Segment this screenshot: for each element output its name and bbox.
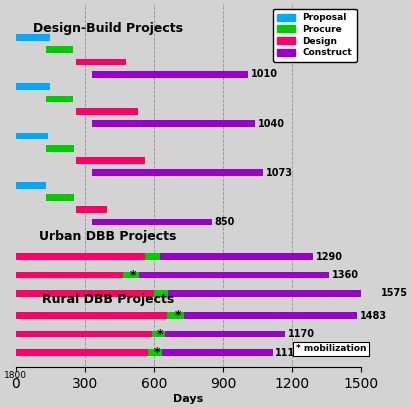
Text: 1073: 1073: [266, 168, 293, 178]
Bar: [154, 290, 168, 297]
Text: 1040: 1040: [258, 119, 285, 129]
Text: 1483: 1483: [360, 310, 387, 321]
Text: *: *: [175, 309, 181, 322]
Bar: [16, 34, 50, 41]
Bar: [160, 253, 313, 260]
Bar: [92, 219, 212, 226]
Bar: [168, 290, 379, 297]
Bar: [148, 349, 162, 356]
Bar: [16, 182, 46, 188]
Bar: [76, 59, 126, 65]
Bar: [123, 272, 139, 278]
Text: Design-Build Projects: Design-Build Projects: [33, 22, 183, 35]
Bar: [76, 157, 145, 164]
Bar: [46, 95, 73, 102]
Text: 850: 850: [214, 217, 235, 227]
Bar: [139, 272, 329, 278]
Bar: [46, 194, 74, 201]
Bar: [46, 47, 73, 53]
Bar: [16, 290, 160, 297]
Text: 1115: 1115: [275, 348, 302, 357]
Text: Urban DBB Projects: Urban DBB Projects: [39, 231, 177, 243]
Text: 1360: 1360: [332, 270, 359, 280]
Bar: [16, 272, 129, 278]
Text: 1170: 1170: [288, 329, 315, 339]
Text: *: *: [157, 328, 164, 341]
Text: 1010: 1010: [251, 69, 278, 79]
Bar: [46, 145, 74, 152]
Bar: [152, 331, 166, 337]
Bar: [16, 83, 50, 90]
Text: *: *: [130, 268, 136, 282]
X-axis label: Days: Days: [173, 394, 203, 404]
Bar: [16, 312, 173, 319]
Bar: [16, 253, 152, 260]
Bar: [92, 120, 255, 127]
Text: * mobilization: * mobilization: [296, 344, 366, 353]
Bar: [166, 312, 184, 319]
Bar: [16, 349, 154, 356]
Text: 1575: 1575: [381, 288, 409, 299]
Bar: [76, 206, 107, 213]
Text: Rural DBB Projects: Rural DBB Projects: [42, 293, 174, 306]
Bar: [92, 71, 248, 78]
Text: *: *: [153, 346, 160, 359]
Bar: [92, 169, 263, 176]
Bar: [76, 108, 138, 115]
Bar: [16, 133, 48, 139]
Bar: [145, 253, 160, 260]
Text: 1290: 1290: [316, 252, 343, 262]
Bar: [184, 312, 358, 319]
Bar: [16, 331, 157, 337]
Bar: [162, 349, 272, 356]
Bar: [166, 331, 285, 337]
Text: 1800: 1800: [4, 371, 27, 380]
Legend: Proposal, Procure, Design, Construct: Proposal, Procure, Design, Construct: [273, 9, 357, 62]
